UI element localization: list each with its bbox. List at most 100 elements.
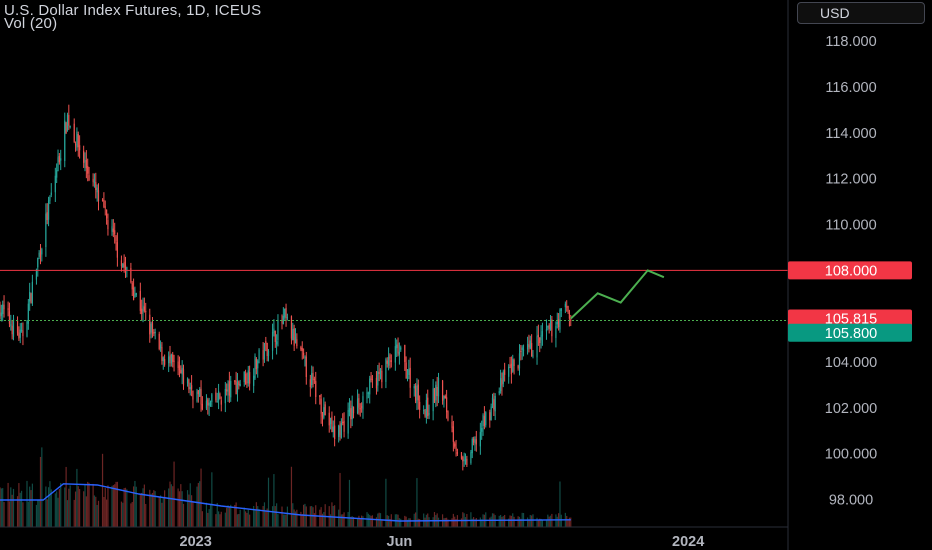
volume-bar: [518, 516, 521, 527]
volume-bar: [22, 502, 24, 527]
volume-bar: [405, 516, 407, 527]
candle: [224, 381, 226, 413]
candle: [209, 400, 212, 407]
candle: [406, 368, 409, 382]
volume-bar: [490, 516, 492, 527]
candle: [0, 301, 1, 320]
candle: [456, 448, 459, 456]
volume-bar: [321, 513, 324, 527]
volume-bar: [68, 488, 70, 527]
volume-bar: [65, 466, 67, 527]
candle: [529, 335, 531, 350]
candle: [7, 301, 9, 317]
volume-bar: [234, 504, 236, 527]
candle: [549, 315, 552, 331]
volume-bar: [200, 468, 202, 527]
candle: [309, 374, 311, 397]
volume-bar: [338, 509, 340, 527]
price-axis[interactable]: 118.000 116.000 114.000 112.000 110.000 104.0…: [825, 34, 877, 508]
volume-bar: [12, 488, 15, 527]
candle: [217, 383, 220, 410]
price-tick-label: 114.000: [825, 126, 876, 142]
price-tick-label: 102.000: [825, 401, 877, 417]
volume-bar: [375, 517, 378, 527]
volume-indicator-label: Vol (20): [4, 15, 58, 32]
candle: [161, 342, 163, 365]
candle: [340, 418, 342, 439]
volume-bar: [73, 499, 75, 527]
volume-bar: [454, 516, 456, 527]
svg-text:105.815: 105.815: [825, 311, 877, 327]
candle: [433, 387, 436, 403]
candle: [558, 313, 560, 331]
price-tick-label: 104.000: [825, 355, 877, 371]
candle: [220, 396, 222, 412]
candle: [518, 344, 521, 376]
volume-bar: [205, 502, 208, 527]
time-axis[interactable]: 2023 Jun 2024: [180, 534, 705, 550]
volume-bar: [540, 518, 542, 527]
volume-bar: [243, 507, 245, 527]
candle: [522, 344, 525, 357]
projection-path[interactable]: [570, 269, 665, 320]
candle: [228, 371, 230, 403]
candle: [312, 366, 314, 388]
candle: [334, 415, 336, 447]
volume-bar: [300, 511, 302, 527]
volume-bar: [285, 514, 287, 527]
candle: [235, 371, 237, 395]
volume-bar: [567, 519, 569, 527]
candle: [35, 268, 38, 285]
candle: [296, 333, 298, 349]
currency-button[interactable]: USD: [797, 2, 925, 24]
volume-bar: [254, 510, 256, 527]
volume-bar: [433, 512, 436, 527]
volume-bar: [276, 503, 278, 527]
volume-bar: [347, 511, 349, 527]
volume-bar: [228, 507, 230, 527]
volume-bar: [219, 514, 221, 527]
candle: [227, 380, 229, 402]
volume-bar: [462, 512, 464, 527]
candle: [304, 355, 306, 367]
candle: [329, 417, 332, 430]
volume-bar: [389, 519, 391, 527]
volume-bar: [104, 487, 106, 527]
volume-bar: [549, 515, 552, 527]
candle: [239, 379, 241, 387]
volume-bar: [105, 499, 108, 527]
candle: [85, 150, 87, 179]
volume-bar: [186, 490, 189, 527]
volume-bar: [58, 489, 60, 527]
candle: [397, 337, 399, 357]
candle: [216, 392, 218, 403]
volume-bar: [324, 504, 326, 527]
candle: [19, 323, 21, 344]
candle: [441, 379, 444, 405]
candle: [182, 364, 185, 390]
candle: [49, 195, 51, 205]
candle: [243, 371, 245, 387]
volume-bar: [531, 515, 533, 527]
candle: [66, 112, 69, 132]
candle: [234, 380, 236, 385]
volume-bar: [444, 517, 446, 527]
volume-bar: [358, 515, 360, 527]
volume-bar: [26, 480, 28, 527]
volume-bar: [529, 514, 531, 527]
volume-bar: [362, 516, 364, 527]
volume-bar: [319, 509, 321, 527]
candle: [249, 365, 251, 391]
candle: [460, 451, 463, 460]
candle: [471, 437, 473, 459]
candle: [47, 196, 50, 227]
candle: [116, 232, 118, 267]
candle: [154, 328, 156, 340]
candle: [444, 394, 446, 399]
candle: [351, 395, 353, 427]
volume-bar: [74, 491, 77, 527]
volume-bar: [244, 511, 247, 527]
candle: [531, 334, 533, 357]
